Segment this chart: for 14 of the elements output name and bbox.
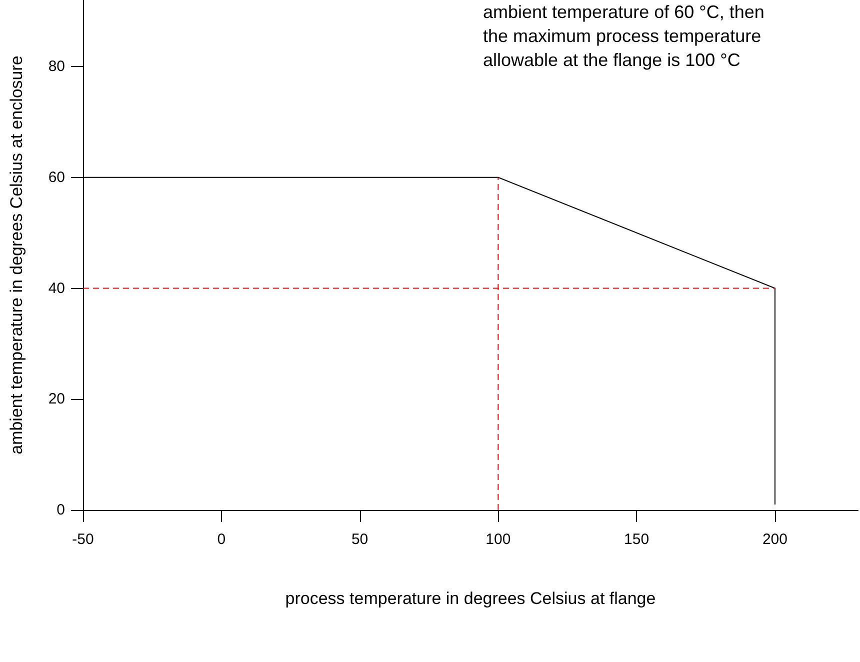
y-tick-label: 40 [48,280,65,297]
x-tick-label: -50 [72,531,94,548]
annotation: ambient temperature of 60 °C, then the maximum process temperature allowable at the flange is 100 °C [483,2,764,70]
x-tick-label: 0 [217,531,226,548]
y-tick-label: 0 [56,502,65,518]
x-axis-title: process temperature in degrees Celsius at flange [285,589,656,608]
y-tick-label: 60 [48,168,65,186]
x-tick-label: 200 [762,531,788,548]
y-tick-label: 20 [48,390,65,408]
x-tick-label: 50 [351,531,368,548]
y-tick-label: 80 [48,58,65,76]
x-tick-label: 150 [624,531,650,548]
y-axis-title: ambient temperature in degrees Celsius at enclosure [7,56,26,454]
x-tick-label: 100 [486,531,511,548]
